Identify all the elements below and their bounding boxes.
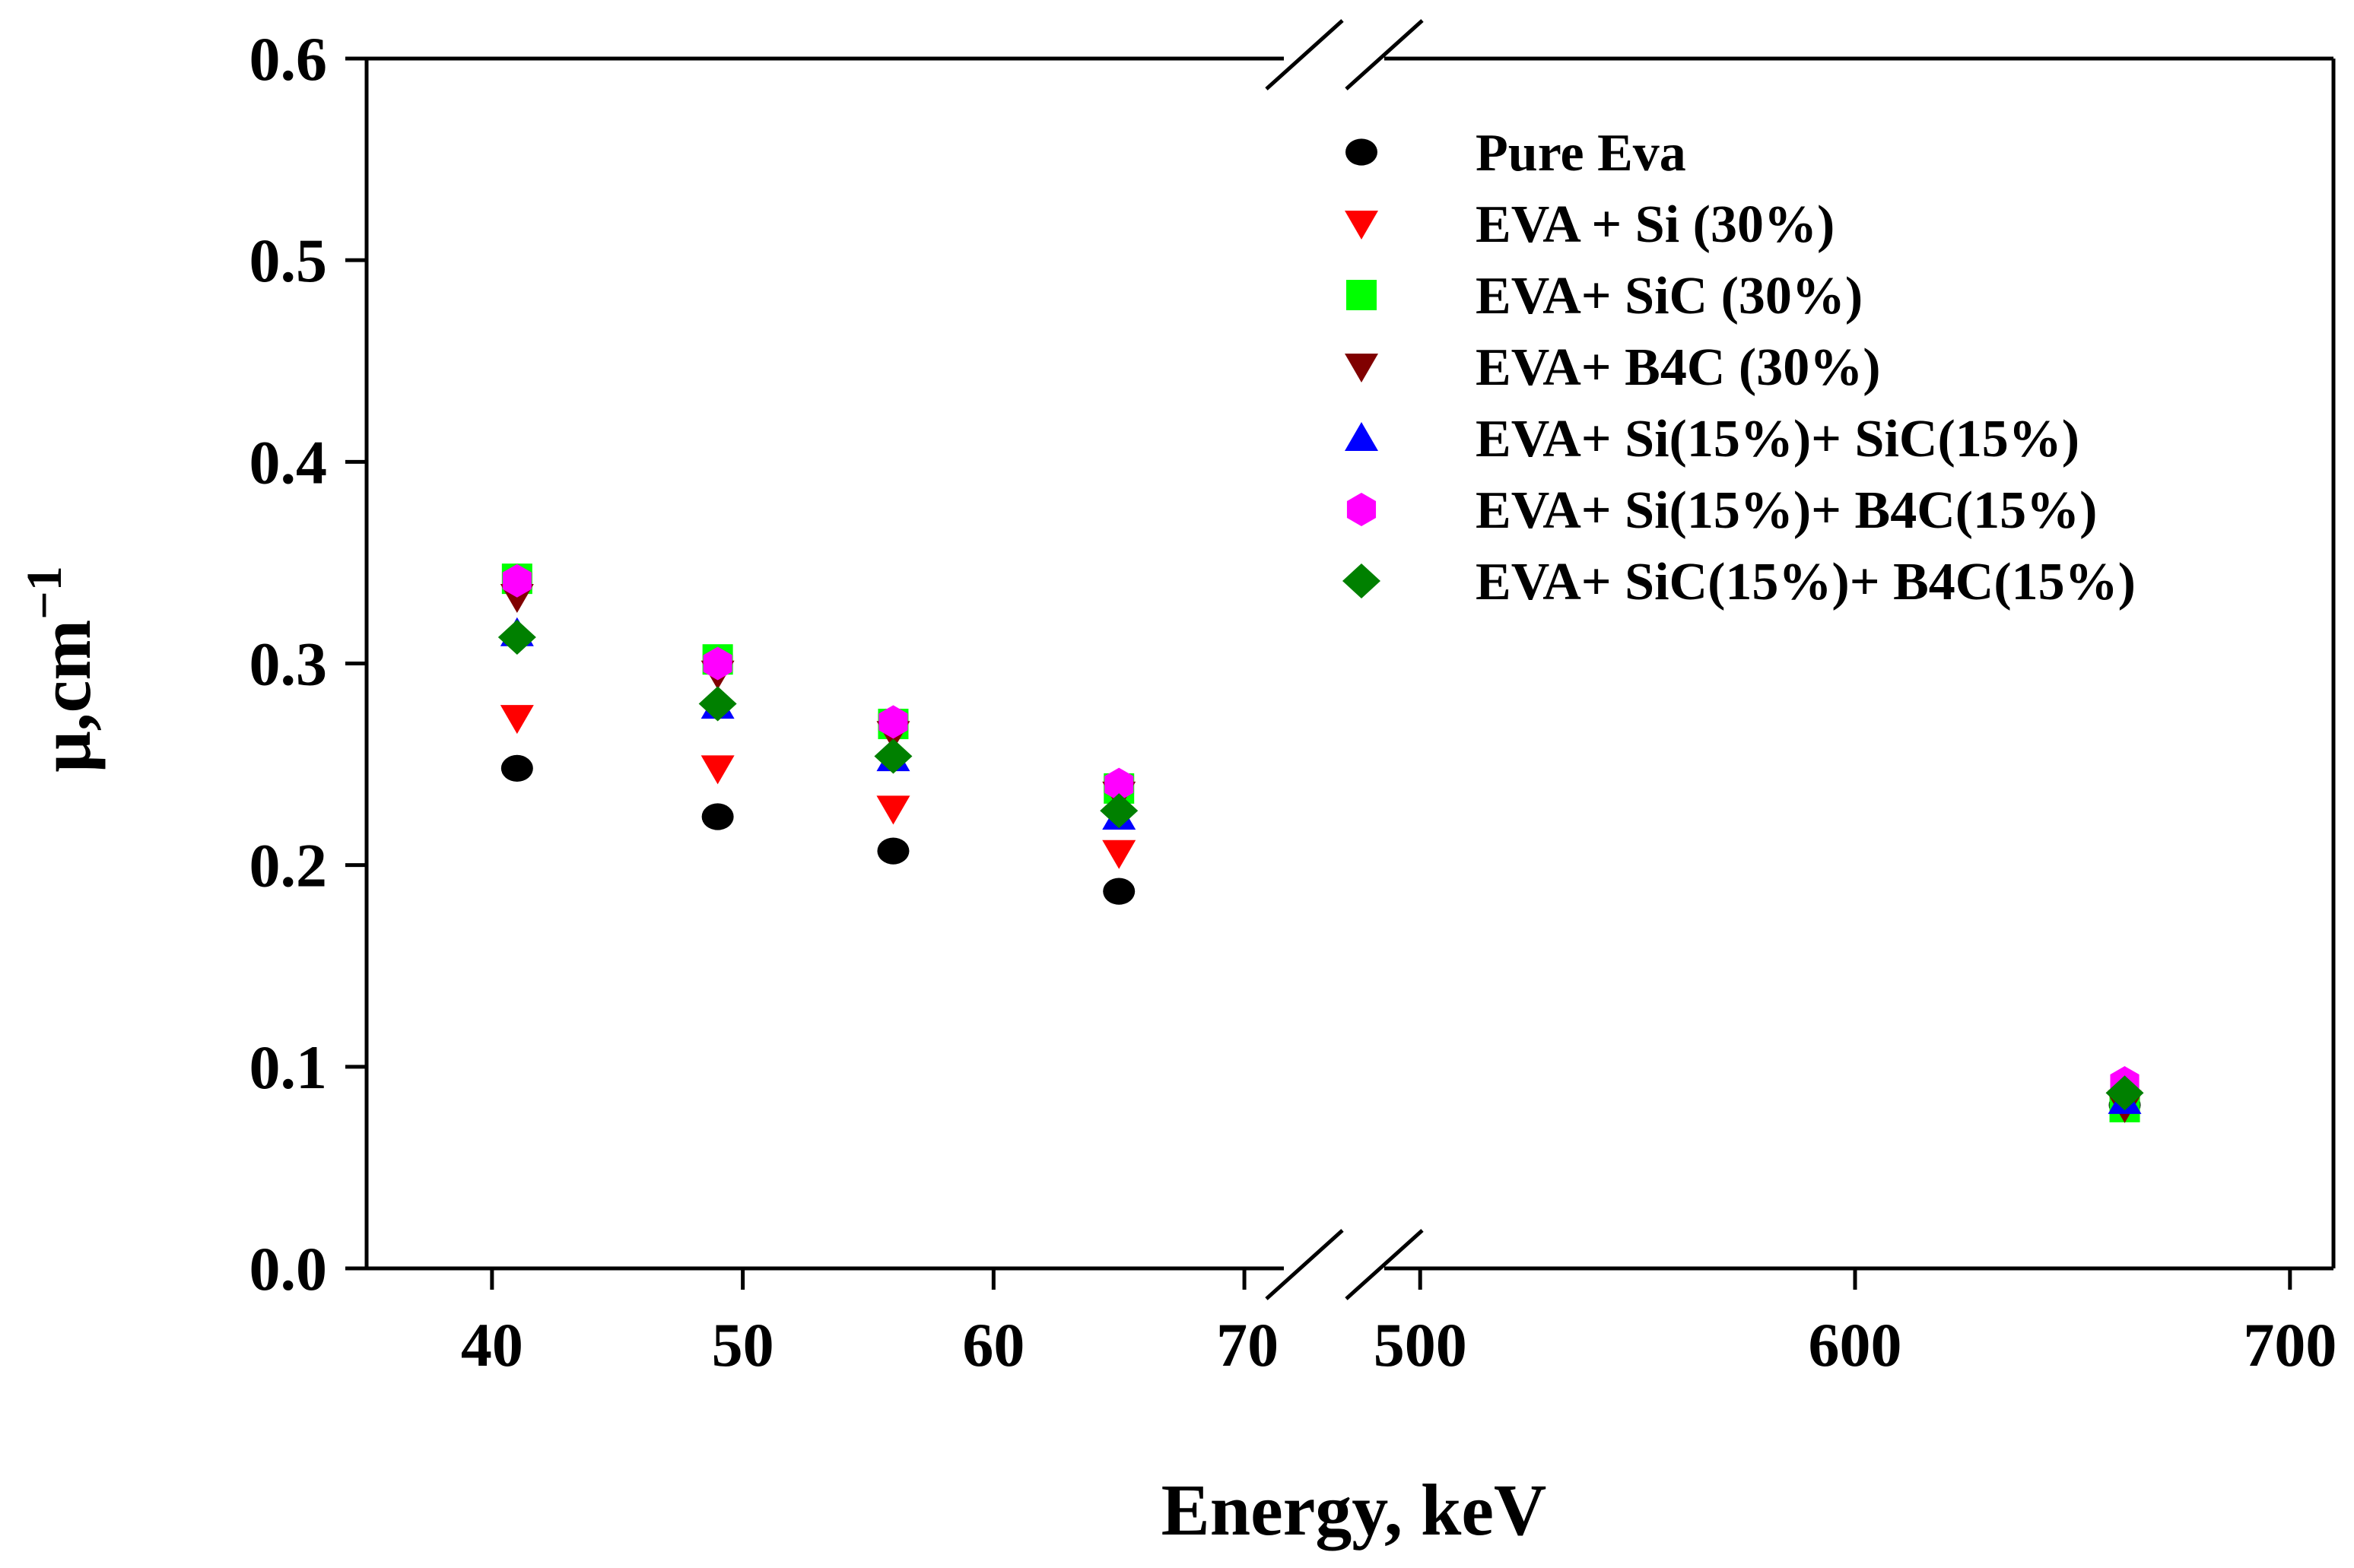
legend-item: EVA+ SiC (30%) bbox=[1346, 267, 1863, 325]
data-point bbox=[1102, 840, 1136, 869]
x-tick-label: 70 bbox=[1216, 1310, 1279, 1379]
data-point bbox=[2105, 1075, 2144, 1111]
axis-break-slash-bottom-2 bbox=[1345, 1229, 1424, 1300]
y-tick-label: 0.4 bbox=[249, 427, 328, 497]
y-axis-title-main: μ,cm bbox=[24, 620, 106, 773]
y-tick-label: 0.1 bbox=[249, 1033, 328, 1102]
legend-marker bbox=[1342, 563, 1380, 598]
legend-marker bbox=[1345, 422, 1378, 451]
series-3 bbox=[501, 563, 2140, 1122]
legend-marker bbox=[1345, 211, 1378, 240]
legend-item: EVA+ SiC(15%)+ B4C(15%) bbox=[1342, 553, 2136, 611]
data-point bbox=[878, 705, 908, 739]
data-point bbox=[874, 738, 913, 774]
x-tick-label: 50 bbox=[712, 1310, 774, 1379]
legend-label: EVA + Si (30%) bbox=[1476, 195, 1835, 254]
axis-break-slash-top-1 bbox=[1265, 19, 1344, 90]
x-tick-label: 600 bbox=[1809, 1310, 1902, 1379]
y-tick-label: 0.5 bbox=[249, 226, 328, 295]
series-4 bbox=[500, 583, 2142, 1123]
axis-break-marks bbox=[1265, 19, 1424, 1300]
data-point bbox=[1104, 767, 1134, 801]
axis-break-slash-top-2 bbox=[1345, 19, 1424, 90]
y-tick-label: 0.6 bbox=[249, 24, 328, 94]
legend-label: EVA+ SiC(15%)+ B4C(15%) bbox=[1476, 553, 2136, 611]
data-point bbox=[700, 755, 735, 785]
legend-label: EVA+ SiC (30%) bbox=[1476, 267, 1863, 325]
data-point bbox=[876, 795, 910, 825]
x-tick-label: 40 bbox=[461, 1310, 523, 1379]
x-axis: 40 50 60 70 500 600 700 bbox=[461, 1268, 2337, 1379]
x-tick-label: 60 bbox=[962, 1310, 1025, 1379]
legend-label: EVA+ B4C (30%) bbox=[1476, 338, 1881, 397]
y-axis: 0.0 0.1 0.2 0.3 0.4 0.5 0.6 bbox=[249, 24, 367, 1303]
legend-marker bbox=[1345, 138, 1377, 166]
legend-item: EVA + Si (30%) bbox=[1345, 195, 1835, 254]
legend-item: EVA+ Si(15%)+ SiC(15%) bbox=[1345, 410, 2079, 468]
data-point bbox=[701, 803, 734, 830]
legend-marker bbox=[1345, 354, 1378, 382]
data-point bbox=[877, 837, 910, 865]
y-tick-label: 0.0 bbox=[249, 1234, 328, 1303]
x-tick-label: 700 bbox=[2243, 1310, 2337, 1379]
y-tick-label: 0.2 bbox=[249, 831, 328, 900]
series-1 bbox=[500, 754, 2141, 1119]
y-axis-title: μ,cm−1 bbox=[17, 566, 106, 773]
data-point bbox=[497, 620, 536, 655]
legend-item: EVA+ B4C (30%) bbox=[1345, 338, 1881, 397]
x-axis-title: Energy, keV bbox=[1161, 1469, 1547, 1551]
legend-item: EVA+ Si(15%)+ B4C(15%) bbox=[1346, 481, 2097, 540]
series-6 bbox=[502, 563, 2140, 1100]
legend-marker bbox=[1346, 280, 1377, 310]
data-point bbox=[500, 705, 534, 735]
x-tick-label: 500 bbox=[1374, 1310, 1467, 1379]
series-2 bbox=[500, 705, 2142, 1119]
series-5 bbox=[500, 617, 2142, 1114]
y-tick-label: 0.3 bbox=[249, 630, 328, 699]
legend: Pure Eva EVA + Si (30%) EVA+ SiC (30%) EVA+… bbox=[1342, 124, 2136, 611]
data-point bbox=[500, 754, 533, 782]
data-point bbox=[1100, 793, 1139, 829]
legend-marker bbox=[1346, 493, 1377, 526]
data-point bbox=[1103, 878, 1136, 905]
legend-label: EVA+ Si(15%)+ B4C(15%) bbox=[1476, 481, 2097, 540]
data-point bbox=[703, 646, 732, 681]
legend-item: Pure Eva bbox=[1345, 124, 1686, 183]
plot-frame bbox=[364, 56, 2336, 1271]
data-point bbox=[698, 686, 737, 722]
data-points bbox=[497, 563, 2144, 1123]
y-axis-title-superscript: −1 bbox=[17, 566, 72, 620]
series-7 bbox=[497, 620, 2144, 1111]
legend-label: EVA+ Si(15%)+ SiC(15%) bbox=[1476, 410, 2079, 468]
axis-break-slash-bottom-1 bbox=[1265, 1229, 1344, 1300]
data-point bbox=[502, 563, 532, 598]
legend-label: Pure Eva bbox=[1476, 124, 1686, 183]
